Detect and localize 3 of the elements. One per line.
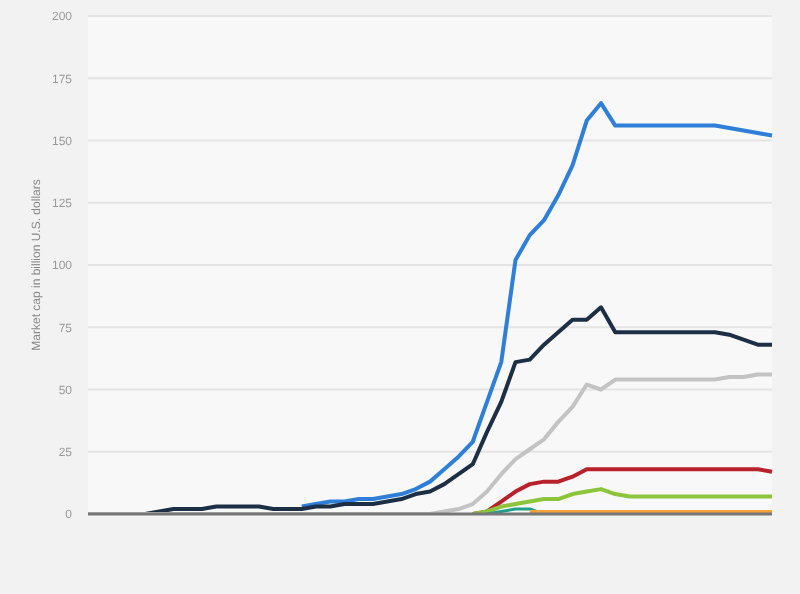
line-series	[470, 487, 774, 514]
line-series	[86, 372, 774, 514]
line-series	[299, 101, 774, 509]
